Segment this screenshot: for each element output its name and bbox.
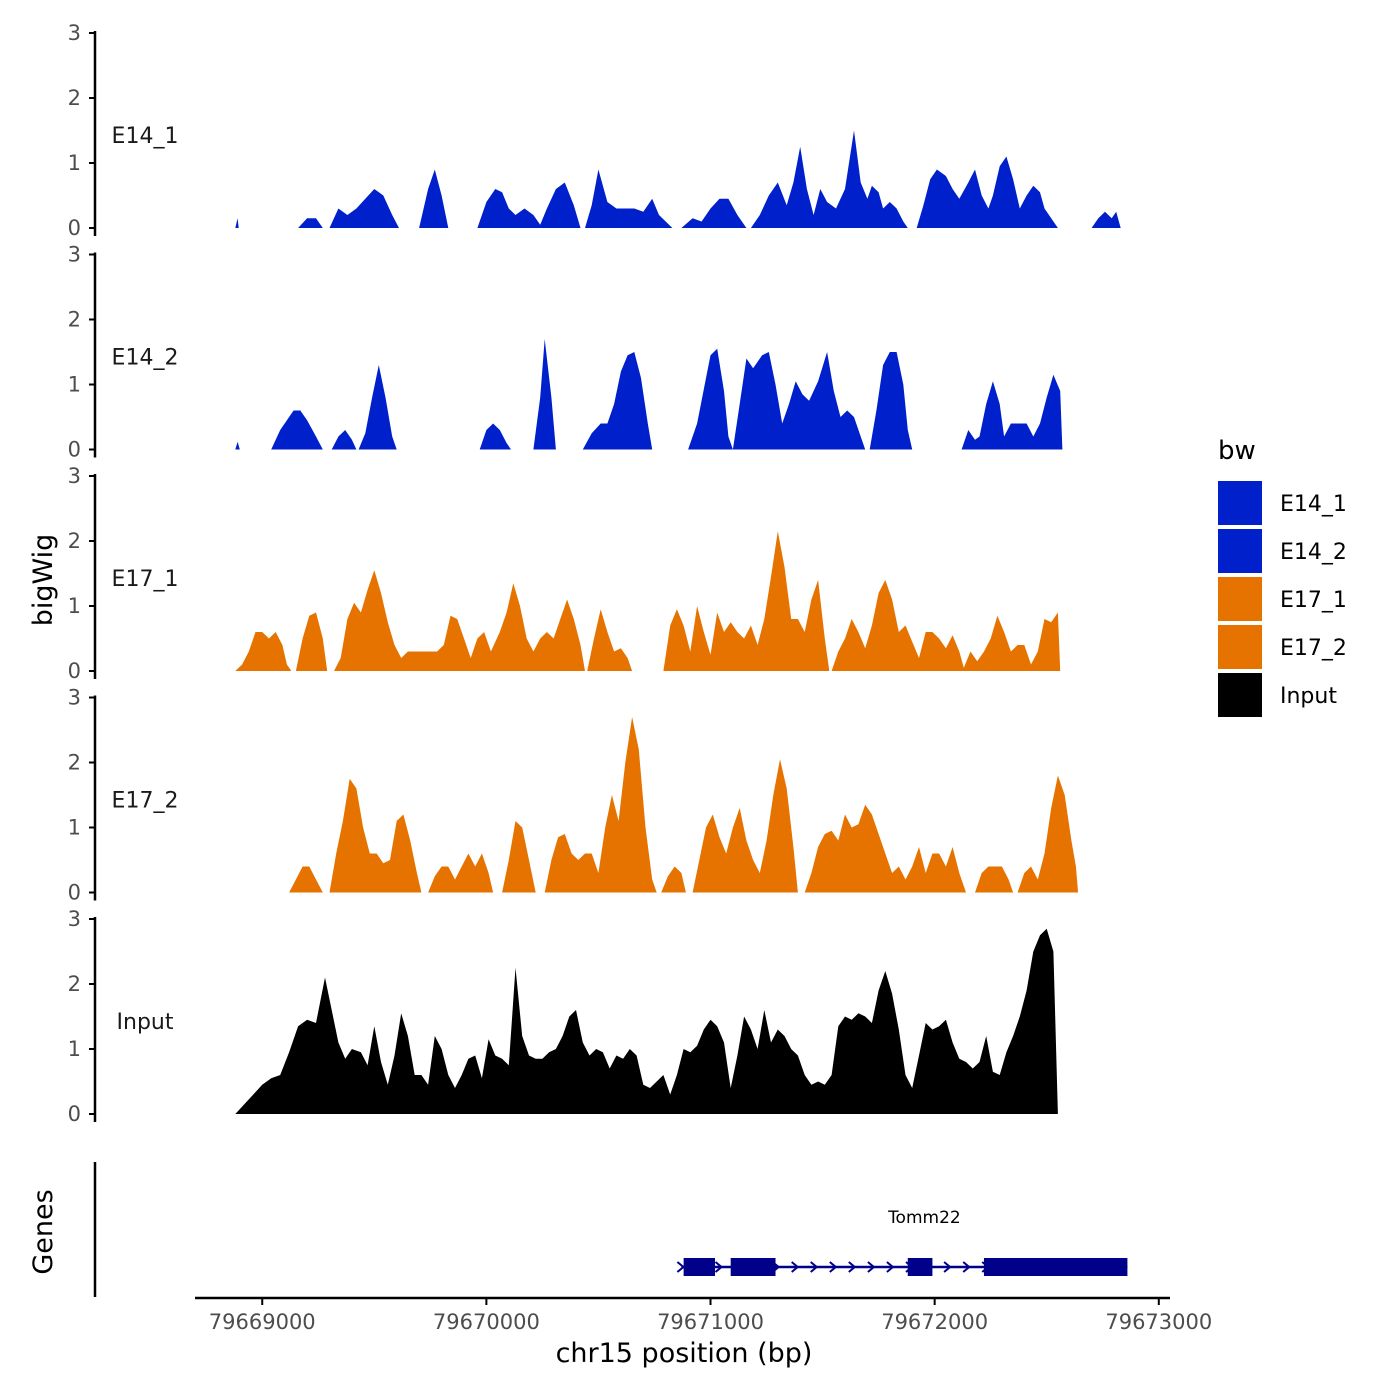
gene-exon	[730, 1258, 776, 1276]
strand-arrow	[791, 1261, 800, 1273]
y-tick-label: 3	[68, 907, 81, 931]
y-tick-label: 1	[68, 816, 81, 840]
strand-arrow	[848, 1261, 857, 1273]
track-label-Input: Input	[117, 1010, 174, 1035]
y-tick-label: 0	[68, 1102, 81, 1126]
y-tick-label: 2	[68, 751, 81, 775]
track-E17_1: 0 1 2 3 E17_1	[68, 464, 1061, 683]
x-tick-label: 79670000	[433, 1310, 540, 1334]
x-tick-label: 79671000	[657, 1310, 764, 1334]
y-tick-label: 0	[68, 216, 81, 240]
x-axis: 79669000 79670000 79671000 79672000 79673000	[195, 1296, 1212, 1334]
strand-arrow	[829, 1261, 838, 1273]
y-tick-label: 0	[68, 659, 81, 683]
track-label-E17_2: E17_2	[112, 789, 179, 814]
y-tick-label: 2	[68, 972, 81, 996]
y-tick-label: 0	[68, 438, 81, 462]
coverage-tracks: 0 1 2 3 E14_1 0 1 2 3 E14_2 0 1 2 3 E17_1 0 1 2 3 E17_2 0 1 2 3…	[68, 21, 1121, 1126]
y-tick-label: 3	[68, 243, 81, 267]
strand-arrow	[943, 1261, 952, 1273]
strand-arrow	[676, 1261, 685, 1273]
legend-key-E14_1	[1218, 481, 1262, 525]
y-tick-label: 3	[68, 464, 81, 488]
strand-arrow	[886, 1261, 895, 1273]
y-tick-label: 2	[68, 529, 81, 553]
legend-label-Input: Input	[1280, 684, 1337, 709]
track-label-E17_1: E17_1	[112, 567, 179, 592]
track-label-E14_1: E14_1	[112, 124, 179, 149]
y-tick-label: 1	[68, 594, 81, 618]
legend-label-E17_2: E17_2	[1280, 636, 1347, 661]
track-E17_2: 0 1 2 3 E17_2	[68, 686, 1079, 905]
legend: bw E14_1 E14_2 E17_1 E17_2 Input	[1218, 436, 1347, 717]
legend-label-E17_1: E17_1	[1280, 588, 1347, 613]
y-tick-label: 0	[68, 881, 81, 905]
legend-label-E14_1: E14_1	[1280, 492, 1347, 517]
y-tick-label: 1	[68, 151, 81, 175]
y-tick-label: 2	[68, 86, 81, 110]
legend-key-Input	[1218, 673, 1262, 717]
gene-exon	[907, 1258, 933, 1276]
coverage-area-E17_2	[289, 717, 1079, 893]
strand-arrow	[867, 1261, 876, 1273]
coverage-area-E17_1	[235, 531, 1061, 671]
gene-label: Tomm22	[887, 1208, 961, 1228]
legend-key-E14_2	[1218, 529, 1262, 573]
y-tick-label: 3	[68, 686, 81, 710]
y-axis-title: bigWig	[28, 534, 59, 627]
x-tick-label: 79672000	[881, 1310, 988, 1334]
gene-track: Tomm22	[93, 1162, 1128, 1297]
coverage-area-E14_1	[235, 130, 1121, 228]
y-tick-label: 1	[68, 373, 81, 397]
track-E14_1: 0 1 2 3 E14_1	[68, 21, 1121, 240]
y-tick-label: 1	[68, 1037, 81, 1061]
legend-key-E17_2	[1218, 625, 1262, 669]
gene-Tomm22: Tomm22	[676, 1208, 1128, 1276]
y-tick-label: 2	[68, 308, 81, 332]
strand-arrow	[962, 1261, 971, 1273]
track-label-E14_2: E14_2	[112, 346, 179, 371]
y-tick-label: 3	[68, 21, 81, 45]
strand-arrow	[714, 1261, 724, 1273]
gene-exon	[983, 1258, 1128, 1276]
x-axis-title: chr15 position (bp)	[556, 1338, 813, 1369]
coverage-area-E14_2	[235, 339, 1063, 450]
x-tick-label: 79673000	[1105, 1310, 1212, 1334]
x-tick-label: 79669000	[209, 1310, 316, 1334]
gene-panel-label: Genes	[28, 1189, 59, 1274]
gene-exon	[683, 1258, 715, 1276]
track-Input: 0 1 2 3 Input	[68, 907, 1058, 1126]
legend-label-E14_2: E14_2	[1280, 540, 1347, 565]
strand-arrow	[810, 1261, 819, 1273]
legend-key-E17_1	[1218, 577, 1262, 621]
track-E14_2: 0 1 2 3 E14_2	[68, 243, 1063, 462]
coverage-area-Input	[235, 928, 1058, 1114]
legend-title: bw	[1218, 436, 1256, 466]
